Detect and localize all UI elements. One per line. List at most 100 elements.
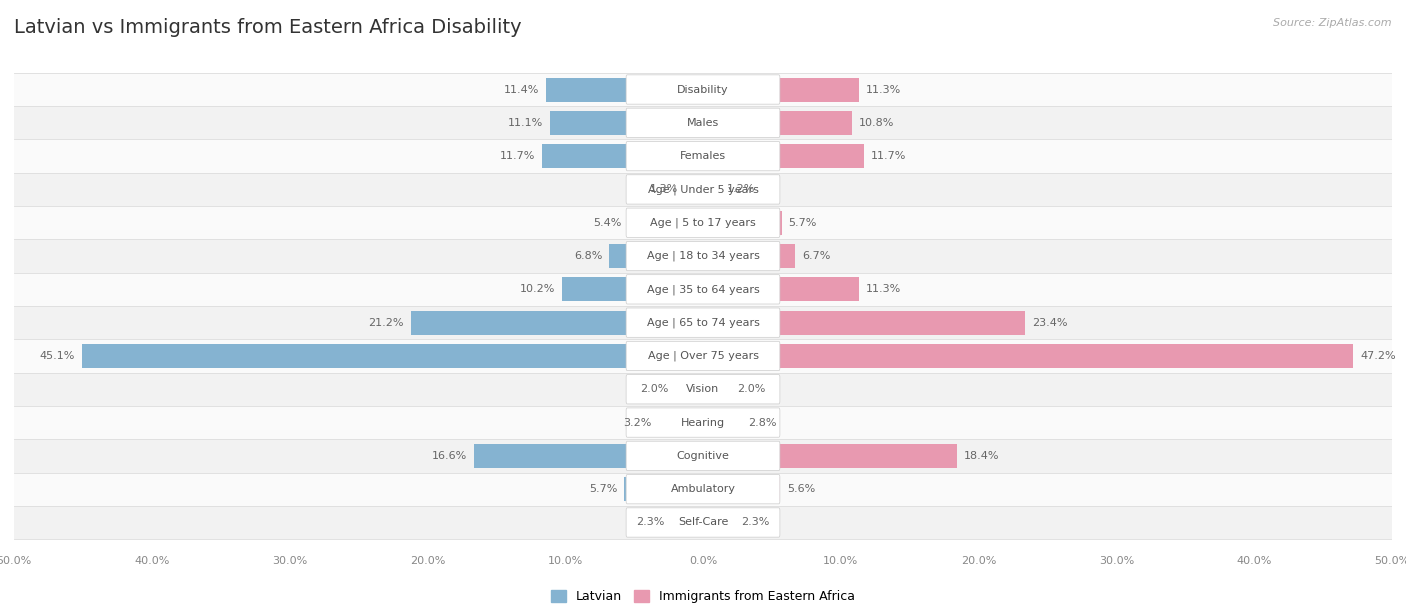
Text: 5.4%: 5.4% bbox=[593, 218, 621, 228]
Bar bbox=[703, 111, 852, 135]
Text: 11.3%: 11.3% bbox=[866, 285, 901, 294]
Text: Latvian vs Immigrants from Eastern Africa Disability: Latvian vs Immigrants from Eastern Afric… bbox=[14, 18, 522, 37]
Text: 45.1%: 45.1% bbox=[39, 351, 75, 361]
Bar bbox=[703, 377, 731, 401]
Bar bbox=[703, 510, 735, 534]
Text: Self-Care: Self-Care bbox=[678, 518, 728, 528]
Bar bbox=[14, 206, 1392, 239]
Text: 5.7%: 5.7% bbox=[589, 484, 617, 494]
Bar bbox=[659, 411, 703, 435]
FancyBboxPatch shape bbox=[626, 75, 780, 104]
Bar bbox=[703, 277, 859, 301]
Text: 21.2%: 21.2% bbox=[368, 318, 404, 327]
Bar bbox=[14, 406, 1392, 439]
FancyBboxPatch shape bbox=[626, 441, 780, 471]
Bar bbox=[14, 140, 1392, 173]
Text: Source: ZipAtlas.com: Source: ZipAtlas.com bbox=[1274, 18, 1392, 28]
Text: 47.2%: 47.2% bbox=[1360, 351, 1396, 361]
FancyBboxPatch shape bbox=[626, 474, 780, 504]
Bar bbox=[675, 377, 703, 401]
Text: Age | 5 to 17 years: Age | 5 to 17 years bbox=[650, 217, 756, 228]
Bar bbox=[703, 144, 865, 168]
Text: 1.3%: 1.3% bbox=[650, 184, 678, 195]
Text: 11.1%: 11.1% bbox=[508, 118, 543, 128]
Bar bbox=[624, 477, 703, 501]
Bar bbox=[474, 444, 703, 468]
Text: 2.8%: 2.8% bbox=[748, 417, 778, 428]
FancyBboxPatch shape bbox=[626, 208, 780, 237]
Text: 2.0%: 2.0% bbox=[738, 384, 766, 394]
Bar bbox=[14, 106, 1392, 140]
Text: 3.2%: 3.2% bbox=[624, 417, 652, 428]
FancyBboxPatch shape bbox=[626, 375, 780, 404]
Text: Ambulatory: Ambulatory bbox=[671, 484, 735, 494]
Bar bbox=[14, 339, 1392, 373]
Bar bbox=[14, 373, 1392, 406]
Text: Age | 18 to 34 years: Age | 18 to 34 years bbox=[647, 251, 759, 261]
FancyBboxPatch shape bbox=[626, 308, 780, 337]
FancyBboxPatch shape bbox=[626, 175, 780, 204]
Text: Age | Under 5 years: Age | Under 5 years bbox=[648, 184, 758, 195]
Text: Age | 35 to 64 years: Age | 35 to 64 years bbox=[647, 284, 759, 294]
Text: 16.6%: 16.6% bbox=[432, 451, 467, 461]
Bar bbox=[541, 144, 703, 168]
Text: 2.0%: 2.0% bbox=[640, 384, 669, 394]
Bar bbox=[14, 306, 1392, 339]
Text: Age | Over 75 years: Age | Over 75 years bbox=[648, 351, 758, 361]
Text: Females: Females bbox=[681, 151, 725, 161]
Text: Vision: Vision bbox=[686, 384, 720, 394]
Bar bbox=[703, 444, 956, 468]
Text: 5.7%: 5.7% bbox=[789, 218, 817, 228]
Legend: Latvian, Immigrants from Eastern Africa: Latvian, Immigrants from Eastern Africa bbox=[546, 585, 860, 608]
Bar bbox=[14, 239, 1392, 273]
Bar bbox=[14, 506, 1392, 539]
Bar bbox=[546, 78, 703, 102]
Bar bbox=[703, 411, 741, 435]
Bar bbox=[685, 177, 703, 201]
Text: 10.8%: 10.8% bbox=[859, 118, 894, 128]
Text: 6.8%: 6.8% bbox=[574, 251, 602, 261]
Text: 2.3%: 2.3% bbox=[741, 518, 770, 528]
Bar bbox=[82, 344, 703, 368]
Bar bbox=[628, 211, 703, 235]
Text: 18.4%: 18.4% bbox=[963, 451, 998, 461]
Text: Cognitive: Cognitive bbox=[676, 451, 730, 461]
Text: 11.7%: 11.7% bbox=[499, 151, 534, 161]
Text: Males: Males bbox=[688, 118, 718, 128]
Text: 6.7%: 6.7% bbox=[803, 251, 831, 261]
Bar bbox=[14, 472, 1392, 506]
Bar bbox=[703, 78, 859, 102]
Bar bbox=[562, 277, 703, 301]
Bar bbox=[703, 311, 1025, 335]
Text: 5.6%: 5.6% bbox=[787, 484, 815, 494]
FancyBboxPatch shape bbox=[626, 141, 780, 171]
Bar bbox=[14, 173, 1392, 206]
Bar bbox=[550, 111, 703, 135]
Bar bbox=[703, 344, 1354, 368]
FancyBboxPatch shape bbox=[626, 241, 780, 271]
FancyBboxPatch shape bbox=[626, 508, 780, 537]
Text: Hearing: Hearing bbox=[681, 417, 725, 428]
Bar bbox=[411, 311, 703, 335]
Bar bbox=[703, 177, 720, 201]
FancyBboxPatch shape bbox=[626, 275, 780, 304]
Bar bbox=[14, 273, 1392, 306]
Bar bbox=[703, 477, 780, 501]
Bar bbox=[14, 73, 1392, 106]
Bar bbox=[671, 510, 703, 534]
Text: 11.3%: 11.3% bbox=[866, 84, 901, 94]
Text: 10.2%: 10.2% bbox=[520, 285, 555, 294]
Bar bbox=[14, 439, 1392, 472]
Text: 2.3%: 2.3% bbox=[636, 518, 665, 528]
Text: Disability: Disability bbox=[678, 84, 728, 94]
FancyBboxPatch shape bbox=[626, 108, 780, 138]
Bar bbox=[703, 211, 782, 235]
Text: 11.7%: 11.7% bbox=[872, 151, 907, 161]
FancyBboxPatch shape bbox=[626, 341, 780, 371]
Bar bbox=[609, 244, 703, 268]
Bar bbox=[703, 244, 796, 268]
Text: 1.2%: 1.2% bbox=[727, 184, 755, 195]
Text: Age | 65 to 74 years: Age | 65 to 74 years bbox=[647, 318, 759, 328]
Text: 11.4%: 11.4% bbox=[503, 84, 538, 94]
FancyBboxPatch shape bbox=[626, 408, 780, 437]
